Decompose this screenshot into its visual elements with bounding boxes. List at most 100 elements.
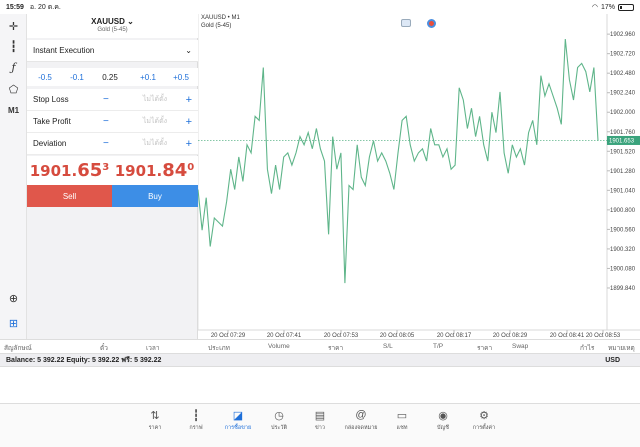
chart-title: XAUUSD • M1 [201, 15, 240, 21]
col-price: ราคา [328, 345, 344, 352]
nav-label: กล่องจดหมาย [344, 425, 378, 431]
news-icon: ▤ [314, 410, 326, 422]
take-profit-minus[interactable]: − [103, 116, 109, 127]
timeframe-button[interactable]: M1 [7, 105, 20, 115]
nav-account[interactable]: ◉ บัญชี [425, 409, 461, 432]
volume-value[interactable]: 0.25 [102, 72, 118, 82]
nav-label: การซื้อขาย [224, 425, 252, 431]
chat-icon: ▭ [396, 410, 408, 422]
y-axis: 1902.960 1902.720 1902.480 1902.240 1902.000… [607, 32, 636, 292]
nav-quotes[interactable]: ⇅ ราคา [137, 409, 173, 432]
take-profit-field[interactable]: ไม่ได้ตั้ง [142, 118, 168, 125]
nav-chart[interactable]: ┇ กราฟ [178, 409, 214, 432]
col-symbol: สัญลักษณ์ [4, 345, 32, 352]
chevron-down-icon: ⌄ [127, 17, 134, 26]
chart-icon: ┇ [192, 410, 200, 422]
y-tick-label: 1900.320 [610, 247, 636, 253]
nav-label: ข่าว [315, 425, 325, 431]
price-row: 1901.653 1901.840 [27, 156, 198, 185]
ask-big: 84 [162, 160, 188, 181]
nav-trade[interactable]: ◪ การซื้อขาย [220, 409, 256, 432]
nav-history[interactable]: ◷ ประวัติ [261, 409, 297, 432]
stop-loss-row: Stop Loss − ไม่ได้ตั้ง + [27, 89, 198, 111]
trade-icon: ◪ [232, 410, 244, 422]
crosshair-icon[interactable]: ✛ [8, 20, 19, 33]
nav-mailbox[interactable]: @ กล่องจดหมาย [343, 409, 379, 432]
y-tick-label: 1901.280 [610, 169, 636, 175]
symbol-title[interactable]: XAUUSD ⌄ [27, 14, 198, 26]
volume-minus-01[interactable]: -0.1 [70, 72, 84, 82]
x-tick-label: 20 Oct 08:17 [437, 333, 472, 339]
symbol-header[interactable]: XAUUSD ⌄ Gold (5-45) [27, 14, 198, 38]
stop-loss-minus[interactable]: − [103, 94, 109, 105]
execution-label: Instant Execution [33, 46, 95, 55]
y-tick-label: 1900.080 [610, 266, 636, 272]
y-tick-label: 1901.760 [610, 130, 636, 136]
volume-plus-05[interactable]: +0.5 [173, 72, 189, 82]
sell-button[interactable]: Sell [27, 185, 112, 207]
x-tick-label: 20 Oct 08:29 [493, 333, 528, 339]
execution-select[interactable]: Instant Execution ⌄ [27, 40, 198, 62]
y-tick-label: 1899.840 [610, 286, 636, 292]
objects-icon[interactable]: ⬠ [8, 83, 19, 96]
balance-text: Balance: 5 392.22 Equity: 5 392.22 ฟรี: … [6, 356, 162, 364]
current-price-label: 1901.653 [609, 138, 635, 144]
stop-loss-plus[interactable]: + [185, 93, 192, 106]
deviation-row: Deviation − ไม่ได้ตั้ง + [27, 133, 198, 155]
quotes-icon: ⇅ [150, 410, 160, 422]
stop-loss-field[interactable]: ไม่ได้ตั้ง [142, 96, 168, 103]
col-volume: Volume [268, 343, 290, 350]
volume-minus-05[interactable]: -0.5 [38, 72, 52, 82]
y-tick-label: 1901.520 [610, 149, 636, 155]
balance-bar: Balance: 5 392.22 Equity: 5 392.22 ฟรี: … [0, 353, 640, 367]
new-order-icon[interactable]: ⊞ [8, 317, 19, 330]
nav-settings[interactable]: ⚙ การตั้งค่า [466, 409, 502, 432]
price-series-line [198, 38, 599, 284]
tool-strip: ✛ ┇ ƒ ⬠ M1 ⊕ ⊞ [0, 14, 27, 339]
y-tick-label: 1901.040 [610, 188, 636, 194]
chart-subtitle: Gold (5-45) [201, 23, 232, 29]
history-icon: ◷ [274, 410, 284, 422]
chart-control-a-icon[interactable] [401, 19, 411, 27]
x-tick-label: 20 Oct 08:53 [586, 333, 621, 339]
deviation-field[interactable]: ไม่ได้ตั้ง [142, 140, 168, 147]
volume-row: -0.5 -0.1 0.25 +0.1 +0.5 [27, 68, 198, 86]
x-tick-label: 20 Oct 07:53 [324, 333, 359, 339]
chart-svg: 1902.960 1902.720 1902.480 1902.240 1902.000… [198, 14, 640, 339]
nav-label: บัญชี [437, 425, 449, 431]
sltp-group: Stop Loss − ไม่ได้ตั้ง + Take Profit − ไ… [27, 89, 198, 155]
nav-news[interactable]: ▤ ข่าว [302, 409, 338, 432]
chart-control-b-icon[interactable] [427, 19, 436, 28]
zoom-icon[interactable]: ⊕ [8, 292, 19, 305]
symbol-name: XAUUSD [91, 17, 125, 26]
chevron-down-icon: ⌄ [185, 46, 192, 55]
price-chart[interactable]: 1902.960 1902.720 1902.480 1902.240 1902.000… [198, 14, 640, 339]
y-tick-label: 1902.720 [610, 52, 636, 58]
take-profit-plus[interactable]: + [185, 115, 192, 128]
function-icon[interactable]: ƒ [11, 60, 16, 74]
deviation-minus[interactable]: − [103, 138, 109, 149]
volume-plus-01[interactable]: +0.1 [140, 72, 156, 82]
bid-main: 1901. [29, 162, 78, 180]
y-tick-label: 1902.480 [610, 71, 636, 77]
x-tick-label: 20 Oct 07:29 [211, 333, 246, 339]
nav-chat[interactable]: ▭ แชท [384, 409, 420, 432]
y-tick-label: 1902.000 [610, 110, 636, 116]
status-time: 15:59 [6, 3, 24, 11]
x-tick-label: 20 Oct 08:05 [380, 333, 415, 339]
buy-button[interactable]: Buy [112, 185, 198, 207]
status-right: ◠ 17% [592, 3, 634, 11]
col-ticket: ตั๋ว [100, 345, 108, 352]
col-sl: S/L [383, 343, 393, 350]
nav-label: การตั้งค่า [472, 425, 496, 431]
x-tick-label: 20 Oct 08:41 [550, 333, 585, 339]
mailbox-icon: @ [355, 409, 367, 421]
settings-icon: ⚙ [479, 410, 489, 422]
bid-sup: 3 [102, 162, 110, 173]
take-profit-label: Take Profit [33, 117, 71, 126]
y-tick-label: 1902.240 [610, 91, 636, 97]
candles-icon[interactable]: ┇ [10, 40, 17, 53]
bottom-nav: ⇅ ราคา ┇ กราฟ ◪ การซื้อขาย ◷ ประวัติ ▤ ข่าว @… [0, 403, 640, 447]
deviation-plus[interactable]: + [185, 137, 192, 150]
